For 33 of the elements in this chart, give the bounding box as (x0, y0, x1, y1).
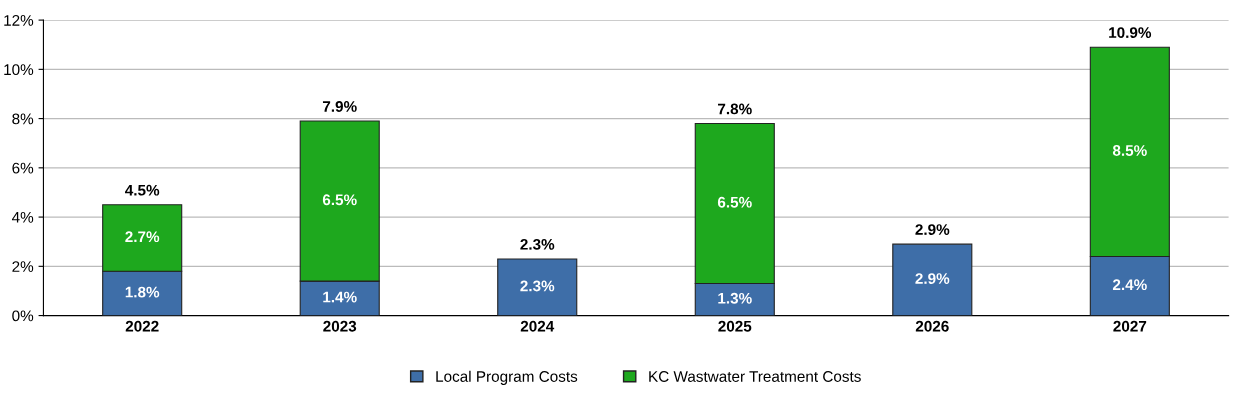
y-tick-label: 8% (12, 113, 34, 125)
total-label: 10.9% (1109, 27, 1152, 39)
total-label: 4.5% (125, 184, 160, 196)
y-tick-label: 2% (12, 261, 34, 272)
total-label: 7.9% (322, 101, 357, 112)
x-tick-label: 2026 (915, 320, 949, 332)
y-tick-label: 4% (11, 212, 34, 223)
bar (892, 243, 973, 316)
total-label: 2.9% (915, 224, 950, 235)
x-tick-label: 2025 (718, 320, 752, 332)
data-label: 8.5% (1112, 145, 1147, 156)
data-label: 1.4% (323, 291, 357, 303)
y-tick-label: 10% (4, 64, 34, 76)
total-label: 2.3% (520, 238, 555, 250)
data-label: 1.3% (718, 292, 752, 304)
data-label: 6.5% (717, 196, 752, 208)
data-label: 6.5% (322, 194, 357, 206)
bar (497, 258, 578, 316)
y-tick-label: 6% (12, 162, 34, 174)
x-tick-label: 2024 (520, 320, 555, 332)
data-label: 1.8% (125, 286, 160, 298)
data-label: 2.3% (520, 280, 555, 292)
data-label: 2.9% (915, 273, 950, 284)
x-tick-label: 2022 (125, 320, 159, 332)
total-label: 7.8% (718, 103, 752, 115)
x-tick-label: 2023 (323, 320, 357, 332)
legend-label: KC Wastwater Treatment Costs (649, 371, 861, 382)
data-label: 2.7% (125, 231, 160, 243)
y-tick-label: 12% (4, 14, 34, 26)
legend-label: Local Program Costs (436, 370, 578, 385)
y-tick-label: 0% (12, 310, 34, 322)
data-label: 2.4% (1112, 279, 1147, 291)
x-tick-label: 2027 (1113, 320, 1147, 332)
